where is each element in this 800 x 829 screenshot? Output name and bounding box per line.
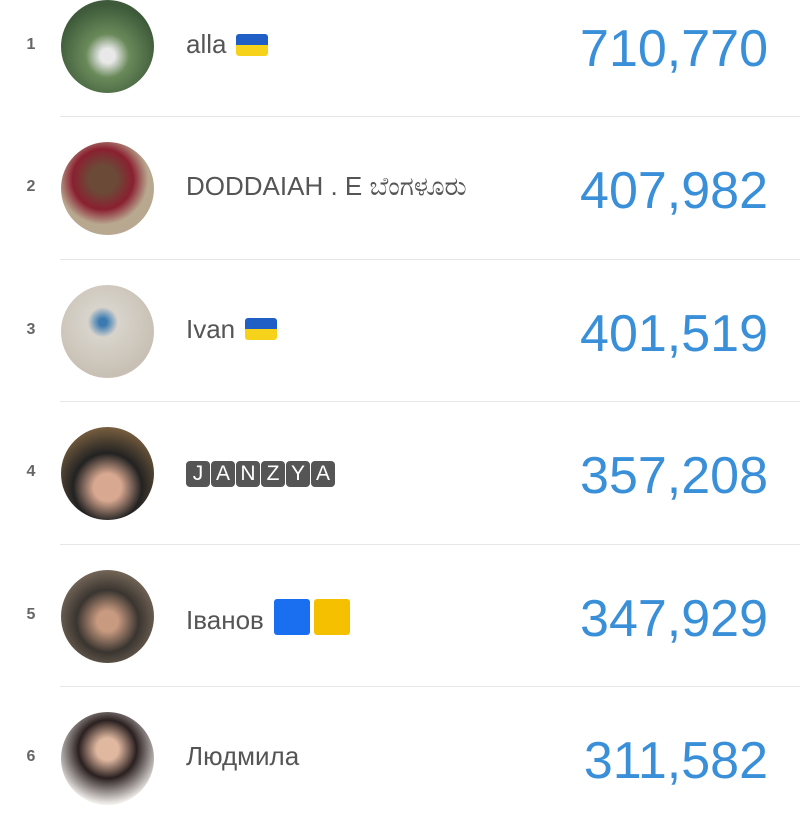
player-name: Людмила xyxy=(186,740,300,771)
player-name: Ivan xyxy=(186,313,236,344)
player-name-cell: alla xyxy=(186,29,269,60)
leaderboard-row[interactable]: 3 Ivan 401,519 xyxy=(0,260,800,403)
score: 357,208 xyxy=(580,447,768,506)
row-divider xyxy=(60,116,800,118)
score: 710,770 xyxy=(580,20,768,78)
row-divider xyxy=(60,543,800,545)
rank-number: 6 xyxy=(26,747,36,765)
blue-yellow-squares-icon xyxy=(273,598,354,642)
player-name: Іванов xyxy=(186,604,264,635)
leaderboard-row[interactable]: 2 DODDAIAH . E ಬೆಂಗಳೂರು 407,982 xyxy=(0,117,800,260)
avatar[interactable] xyxy=(61,0,154,93)
player-name-cell: DODDAIAH . E ಬೆಂಗಳೂರು xyxy=(186,171,467,203)
leaderboard-row[interactable]: 5 Іванов 347,929 xyxy=(0,545,800,687)
leaderboard-row[interactable]: 4 JANZYAJANZYA 357,208 xyxy=(0,402,800,545)
avatar[interactable] xyxy=(61,284,154,378)
row-divider xyxy=(60,258,800,260)
rank-number: 5 xyxy=(26,605,36,623)
leaderboard-row[interactable]: 6 Людмила 311,582 xyxy=(0,687,800,829)
avatar[interactable] xyxy=(61,711,154,805)
score: 347,929 xyxy=(580,589,768,648)
player-name: alla xyxy=(186,29,227,59)
leaderboard-row[interactable]: 1 alla 710,770 xyxy=(0,0,800,118)
rank-number: 3 xyxy=(26,320,36,338)
ukraine-flag-icon xyxy=(245,318,278,341)
rank-number: 2 xyxy=(26,178,36,196)
player-name-cell: Людмила xyxy=(186,741,299,772)
rank-number: 4 xyxy=(26,463,36,481)
score: 407,982 xyxy=(580,162,768,221)
row-divider xyxy=(60,401,800,403)
player-name-cell: JANZYAJANZYA xyxy=(186,456,336,488)
avatar[interactable] xyxy=(61,142,154,236)
player-name-cell: Іванов xyxy=(186,598,354,642)
player-name-cell: Ivan xyxy=(186,313,278,345)
score: 311,582 xyxy=(583,731,768,790)
avatar[interactable] xyxy=(61,427,154,521)
player-name: DODDAIAH . E ಬೆಂಗಳೂರು xyxy=(186,171,467,202)
row-divider xyxy=(60,685,800,687)
ukraine-flag-icon xyxy=(236,33,269,56)
rank-number: 1 xyxy=(26,36,36,53)
avatar[interactable] xyxy=(61,569,154,663)
score: 401,519 xyxy=(580,304,768,363)
